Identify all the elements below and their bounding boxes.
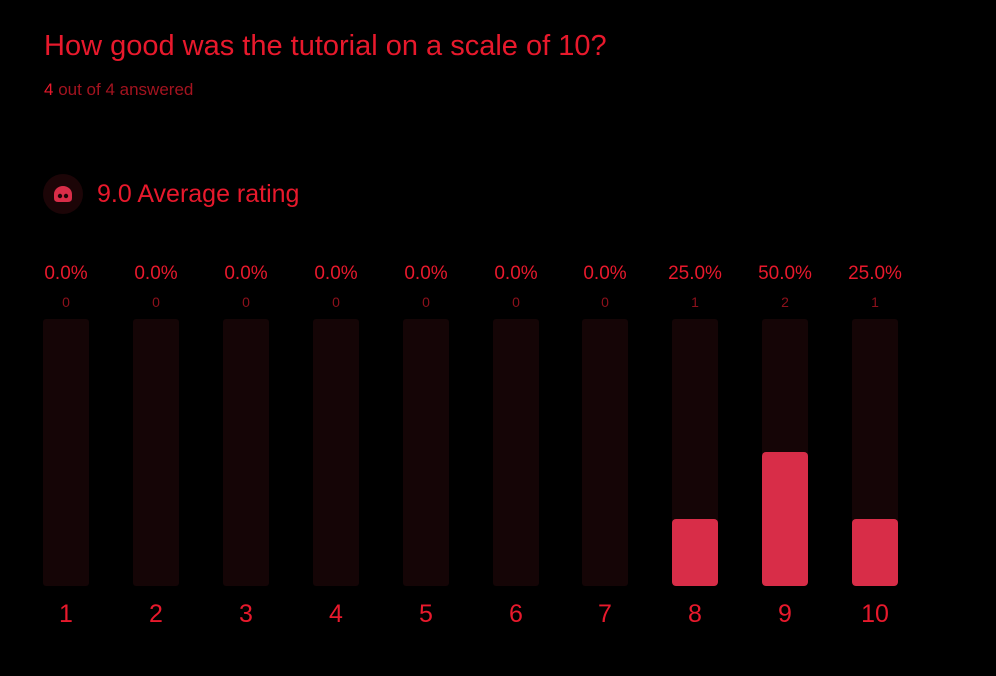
answered-summary: 4 out of 4 answered xyxy=(44,80,193,100)
category-label: 8 xyxy=(688,600,702,628)
count-label: 0 xyxy=(512,294,520,310)
percent-label: 50.0% xyxy=(758,262,812,286)
percent-label-text: 0.0% xyxy=(134,263,178,284)
category-label: 1 xyxy=(59,600,73,628)
average-rating: 9.0 Average rating xyxy=(43,174,299,214)
average-rating-text: 9.0 Average rating xyxy=(97,180,300,208)
count-label: 0 xyxy=(62,294,70,310)
percent-label-text: 25.0% xyxy=(668,263,722,284)
percent-label-text: 25.0% xyxy=(848,263,902,284)
count-label: 0 xyxy=(242,294,250,310)
bar-track xyxy=(313,319,359,586)
percent-label: 0.0% xyxy=(582,262,628,286)
count-label: 2 xyxy=(781,294,789,310)
category-label: 2 xyxy=(149,600,163,628)
bar-track xyxy=(403,319,449,586)
percent-label-text: 0.0% xyxy=(583,263,627,284)
category-label: 5 xyxy=(419,600,433,628)
category-label: 3 xyxy=(239,600,253,628)
percent-label: 0.0% xyxy=(133,262,179,286)
count-label: 0 xyxy=(152,294,160,310)
rating-face-icon xyxy=(43,174,83,214)
percent-label-text: 0.0% xyxy=(494,263,538,284)
answered-suffix: out of 4 answered xyxy=(58,80,194,99)
percent-label-text: 0.0% xyxy=(224,263,268,284)
percent-label: 0.0% xyxy=(43,262,89,286)
count-label: 1 xyxy=(691,294,699,310)
percent-label-text: 0.0% xyxy=(404,263,448,284)
category-label: 10 xyxy=(861,600,889,628)
category-label: 7 xyxy=(598,600,612,628)
count-label: 0 xyxy=(601,294,609,310)
percent-label: 0.0% xyxy=(313,262,359,286)
percent-label-text: 0.0% xyxy=(314,263,358,284)
question-title: How good was the tutorial on a scale of … xyxy=(44,30,607,62)
bar-track xyxy=(582,319,628,586)
percent-label: 25.0% xyxy=(848,262,902,286)
count-label: 1 xyxy=(871,294,879,310)
category-label: 6 xyxy=(509,600,523,628)
answered-count: 4 xyxy=(44,80,54,99)
bar-track xyxy=(223,319,269,586)
bar-track xyxy=(43,319,89,586)
category-label: 4 xyxy=(329,600,343,628)
count-label: 0 xyxy=(422,294,430,310)
category-label: 9 xyxy=(778,600,792,628)
bar xyxy=(762,452,808,586)
percent-label: 0.0% xyxy=(403,262,449,286)
bar-track xyxy=(672,319,718,586)
bar-track xyxy=(852,319,898,586)
bar xyxy=(672,519,718,586)
bar-track xyxy=(493,319,539,586)
percent-label-text: 0.0% xyxy=(44,263,88,284)
bar xyxy=(852,519,898,586)
bar-track xyxy=(762,319,808,586)
bar-track xyxy=(133,319,179,586)
count-label: 0 xyxy=(332,294,340,310)
percent-label: 25.0% xyxy=(668,262,722,286)
percent-label: 0.0% xyxy=(493,262,539,286)
percent-label: 0.0% xyxy=(223,262,269,286)
percent-label-text: 50.0% xyxy=(758,263,812,284)
